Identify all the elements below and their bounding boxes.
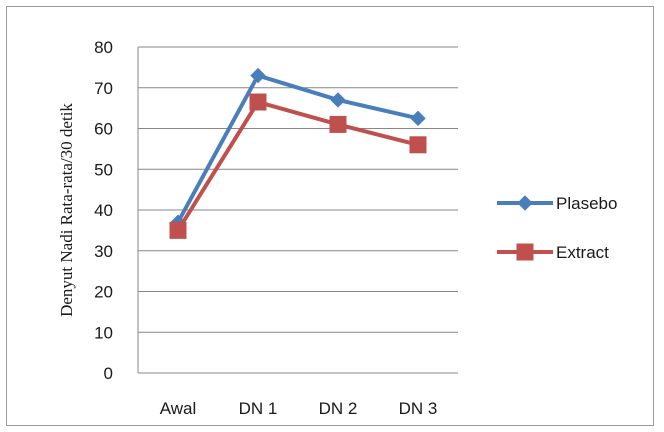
y-tick-label: 60 [94, 120, 113, 139]
series-extract [169, 93, 427, 239]
y-tick-label: 20 [94, 283, 113, 302]
data-point [250, 67, 266, 84]
data-point [169, 221, 187, 239]
legend: Plasebo Extract [497, 194, 617, 262]
y-tick-label: 30 [94, 242, 113, 261]
legend-label: Plasebo [556, 194, 617, 213]
y-tick-label: 0 [104, 364, 113, 383]
legend-label: Extract [556, 243, 609, 262]
x-tick-labels: Awal DN 1 DN 2 DN 3 [160, 399, 438, 418]
y-tick-label: 70 [94, 79, 113, 98]
x-tick-label: DN 2 [319, 399, 358, 418]
data-point [329, 115, 347, 133]
legend-marker [517, 195, 533, 211]
y-tick-label: 10 [94, 323, 113, 342]
y-axis-label: Denyut Nadi Rata-rata/30 detik [57, 103, 76, 317]
series-group [169, 67, 427, 239]
y-tick-label: 40 [94, 201, 113, 220]
series-plasebo [170, 67, 426, 230]
series-line [176, 73, 419, 224]
x-tick-label: DN 1 [239, 399, 278, 418]
chart-frame [6, 6, 654, 426]
legend-item: Plasebo [497, 194, 617, 213]
data-point [410, 110, 426, 127]
gridlines [138, 46, 458, 333]
x-tick-label: Awal [160, 399, 197, 418]
data-point [409, 136, 427, 154]
legend-marker [516, 243, 534, 261]
x-tick-label: DN 3 [399, 399, 438, 418]
y-tick-label: 50 [94, 160, 113, 179]
data-point [330, 92, 346, 108]
y-tick-label: 80 [94, 38, 113, 57]
series-line [176, 100, 419, 232]
y-tick-labels: 0 10 20 30 40 50 60 70 80 [94, 38, 113, 383]
legend-item: Extract [497, 243, 609, 262]
data-point [249, 93, 267, 111]
